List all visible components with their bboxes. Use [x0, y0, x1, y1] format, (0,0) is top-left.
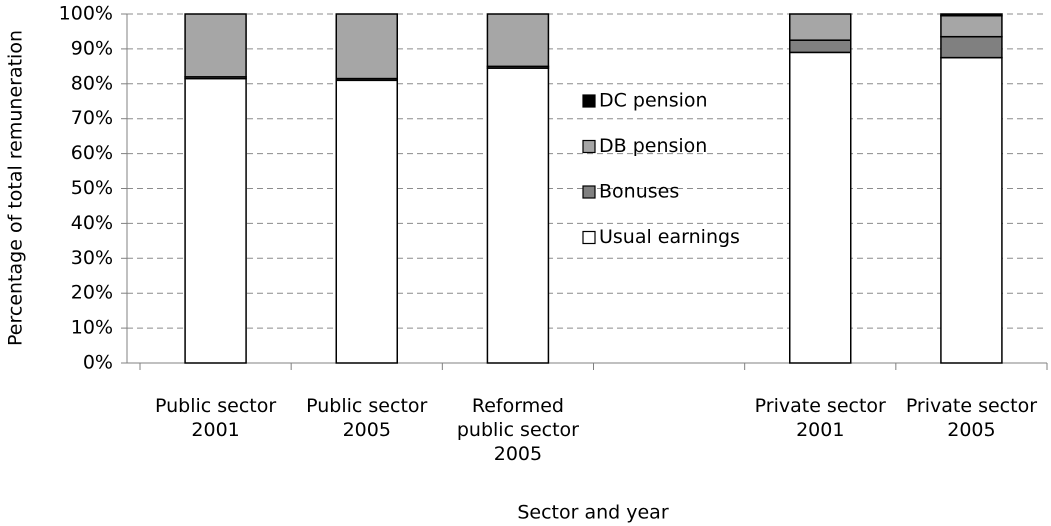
bar-segment: [486, 13, 550, 68]
bar-segment: [940, 14, 1003, 38]
bar-segment: [940, 56, 1003, 364]
x-tick-label-line: 2005: [947, 419, 995, 441]
x-tick-label-line: Reformed: [472, 395, 564, 417]
x-tick-label-line: Public sector: [306, 395, 427, 417]
x-tick-label-line: 2005: [343, 419, 391, 441]
y-tick-label: 0%: [83, 352, 113, 374]
y-tick-label: 40%: [71, 212, 113, 234]
bar-segment: [184, 13, 247, 78]
y-tick-label: 60%: [71, 142, 113, 164]
legend-swatch: [582, 185, 596, 199]
y-tick-label: 90%: [71, 37, 113, 59]
bar-segment: [184, 77, 247, 364]
legend-label: Usual earnings: [599, 226, 740, 248]
y-tick-label: 70%: [71, 107, 113, 129]
y-tick-label: 20%: [71, 282, 113, 304]
x-tick-label-line: 2005: [494, 443, 542, 465]
x-tick-label-line: 2001: [796, 419, 844, 441]
x-axis-title: Sector and year: [517, 502, 668, 524]
x-tick-label-line: public sector: [457, 419, 579, 441]
x-tick-label: Private sector 2005: [906, 395, 1037, 441]
y-tick-label: 100%: [59, 3, 113, 25]
bar-segment: [789, 39, 852, 54]
x-tick-label-line: Public sector: [155, 395, 276, 417]
bar-segment: [335, 13, 398, 80]
bar-segment: [940, 13, 1003, 17]
y-tick-label: 50%: [71, 177, 113, 199]
x-tick-label: Reformed public sector 2005: [457, 395, 579, 465]
x-tick-label: Private sector 2001: [755, 395, 886, 441]
x-tick-label-line: Private sector: [906, 395, 1037, 417]
bar-segment: [789, 13, 852, 41]
legend-label: Bonuses: [599, 181, 679, 203]
y-axis-title: Percentage of total remuneration: [5, 30, 27, 346]
x-tick-label-line: 2001: [191, 419, 239, 441]
x-tick-label: Public sector 2005: [306, 395, 427, 441]
y-tick-label: 80%: [71, 72, 113, 94]
x-tick-label: Public sector 2001: [155, 395, 276, 441]
y-tick-label: 30%: [71, 247, 113, 269]
bar-segment: [789, 51, 852, 364]
bar-segment: [335, 79, 398, 364]
legend-label: DB pension: [599, 135, 707, 157]
bar-segment: [486, 67, 550, 364]
bar-segment: [940, 35, 1003, 59]
legend-swatch: [582, 94, 596, 108]
y-tick-label: 10%: [71, 317, 113, 339]
legend-label: DC pension: [599, 90, 708, 112]
legend-swatch: [582, 230, 596, 245]
legend-swatch: [582, 139, 596, 154]
x-tick-label-line: Private sector: [755, 395, 886, 417]
